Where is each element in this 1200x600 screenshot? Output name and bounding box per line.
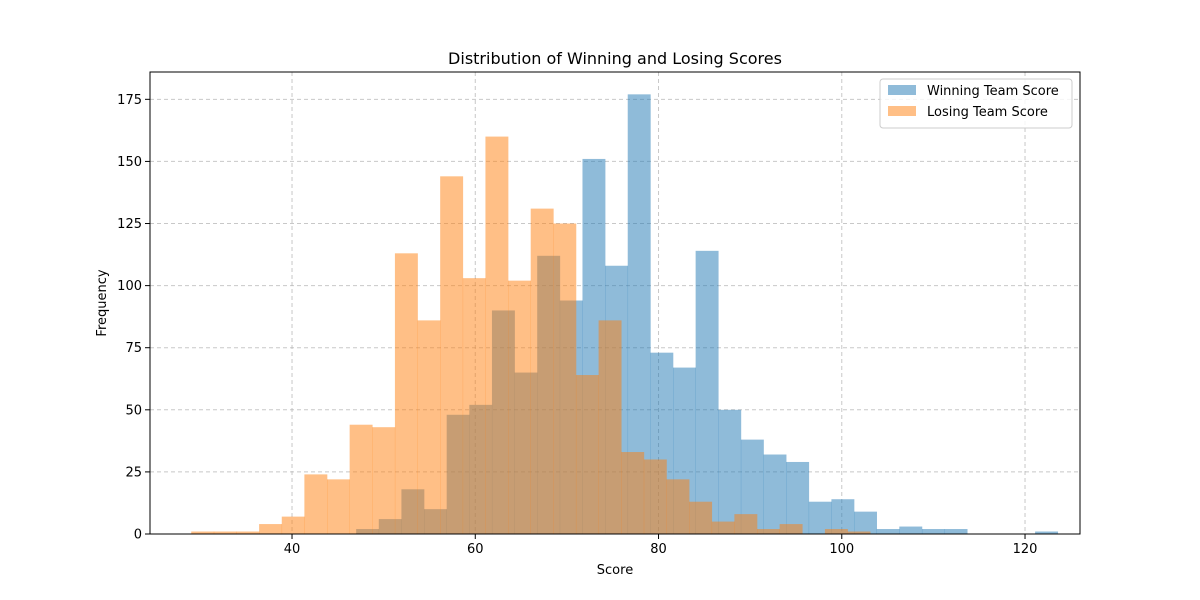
y-tick-label: 125 <box>117 217 142 232</box>
histogram-bar <box>718 409 742 534</box>
histogram-bar <box>808 501 832 534</box>
legend: Winning Team Score Losing Team Score <box>879 78 1073 129</box>
plot-frame <box>149 71 1081 535</box>
histogram-bar <box>349 424 373 534</box>
histogram-bar <box>372 427 396 534</box>
histogram-bar <box>327 479 350 534</box>
y-tick-label: 50 <box>125 403 142 418</box>
histogram-bar <box>643 459 667 534</box>
histogram-bar <box>695 250 719 534</box>
histogram-bar <box>553 223 577 535</box>
histogram-bar <box>627 94 651 535</box>
histogram-bar <box>259 524 283 534</box>
x-tick-label: 80 <box>650 542 667 557</box>
x-axis-label: Score <box>597 563 633 578</box>
histogram-bar <box>1035 531 1059 534</box>
histogram-bar <box>740 439 764 534</box>
histogram-bar <box>779 524 803 534</box>
histogram-bar <box>621 452 645 534</box>
y-axis-label: Frequency <box>95 269 110 336</box>
histogram-bar <box>440 176 464 535</box>
histogram-bar <box>462 278 486 534</box>
histogram-bar <box>417 320 441 534</box>
legend-swatch-losing <box>888 106 916 116</box>
y-tick-label: 175 <box>117 93 142 108</box>
y-tick-label: 75 <box>125 341 142 356</box>
histogram-bar <box>485 136 509 535</box>
histogram-bar <box>734 514 758 534</box>
series-losing <box>191 136 871 535</box>
x-tick-label: 60 <box>467 542 484 557</box>
histogram-bar <box>598 320 622 534</box>
y-tick-label: 0 <box>134 528 142 543</box>
histogram-bar <box>831 499 855 534</box>
histogram-bar <box>854 511 877 534</box>
histogram-bar <box>236 531 260 534</box>
x-tick-label: 40 <box>284 542 301 557</box>
histogram-bar <box>763 454 787 534</box>
y-tick-label: 25 <box>125 465 142 480</box>
histogram-bar <box>394 253 418 535</box>
histogram-bar <box>191 531 215 534</box>
histogram-bar <box>508 280 532 534</box>
histogram-bar <box>876 529 900 534</box>
histogram-bar <box>757 529 780 534</box>
histogram-bar <box>304 474 328 534</box>
histogram-bar <box>944 529 968 534</box>
x-tick-label: 120 <box>1013 542 1038 557</box>
histogram-bar <box>786 461 810 534</box>
y-tick-label: 150 <box>117 155 142 170</box>
histogram-bar <box>281 516 305 534</box>
x-tick-label: 100 <box>829 542 854 557</box>
y-tick-label: 100 <box>117 279 142 294</box>
histogram-bar <box>711 521 735 534</box>
legend-label-losing: Losing Team Score <box>927 105 1048 120</box>
histogram-bar <box>847 531 871 534</box>
histogram-bar <box>213 531 237 534</box>
histogram-bars <box>191 94 1059 535</box>
histogram-bar <box>824 529 848 534</box>
histogram-bar <box>899 526 923 534</box>
histogram-bar <box>575 375 599 534</box>
axis-ticks: 40 60 80 100 120 0 25 50 75 100 125 150 175 <box>117 93 1037 557</box>
histogram-bar <box>666 479 690 534</box>
legend-label-winning: Winning Team Score <box>927 84 1059 99</box>
histogram-bar <box>921 529 945 534</box>
histogram-bar <box>689 501 713 534</box>
chart-title: Distribution of Winning and Losing Score… <box>448 49 782 68</box>
legend-box <box>879 78 1073 129</box>
histogram-bar <box>530 208 554 534</box>
legend-swatch-winning <box>888 85 916 95</box>
